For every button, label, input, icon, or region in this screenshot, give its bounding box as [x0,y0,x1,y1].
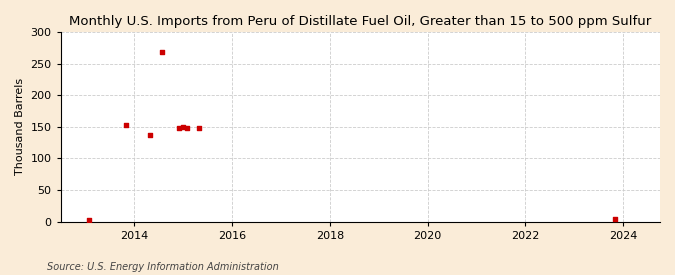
Point [84,218,95,223]
Title: Monthly U.S. Imports from Peru of Distillate Fuel Oil, Greater than 15 to 500 pp: Monthly U.S. Imports from Peru of Distil… [70,15,651,28]
Text: Source: U.S. Energy Information Administration: Source: U.S. Energy Information Administ… [47,262,279,272]
Point [182,126,192,130]
Point [194,126,205,130]
Point [120,123,131,127]
Point [178,125,188,129]
Y-axis label: Thousand Barrels: Thousand Barrels [15,78,25,175]
Point [145,133,156,137]
Point [173,126,184,130]
Point [610,216,620,221]
Point [157,50,168,54]
